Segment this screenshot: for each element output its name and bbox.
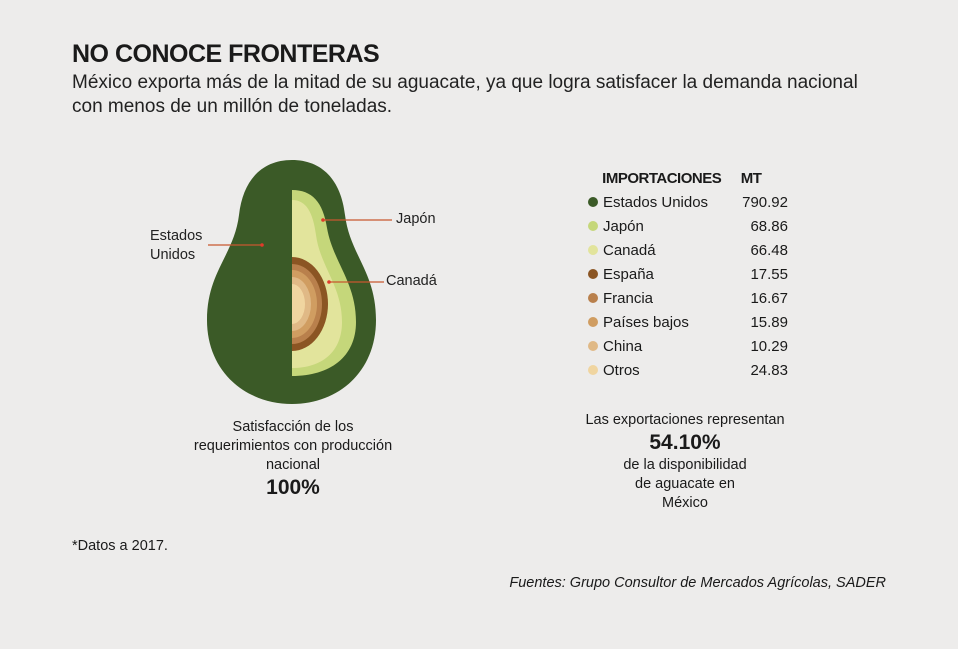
export-note-text2: de la disponibilidad de aguacate en Méxi… bbox=[623, 457, 747, 511]
country-name: Otros bbox=[603, 361, 640, 379]
import-value: 24.83 bbox=[750, 361, 788, 379]
source: Fuentes: Grupo Consultor de Mercados Agr… bbox=[509, 575, 886, 591]
subtitle: México exporta más de la mitad de su agu… bbox=[72, 72, 858, 117]
table-row: España 17.55 bbox=[588, 262, 788, 286]
import-value: 790.92 bbox=[742, 193, 788, 211]
header-importaciones: IMPORTACIONES bbox=[602, 169, 722, 187]
country-name: Estados Unidos bbox=[603, 193, 709, 211]
legend-dot bbox=[588, 293, 598, 303]
import-value: 17.55 bbox=[750, 265, 788, 283]
import-value: 66.48 bbox=[750, 241, 788, 259]
import-value: 16.67 bbox=[750, 289, 788, 307]
table-header: IMPORTACIONES MT bbox=[588, 166, 788, 190]
country-name: Francia bbox=[603, 289, 654, 307]
legend-dot bbox=[588, 197, 598, 207]
country-name: España bbox=[603, 265, 654, 283]
country-name: China bbox=[603, 337, 643, 355]
label-japon: Japón bbox=[396, 211, 436, 227]
country-name: Japón bbox=[603, 217, 644, 235]
import-value: 68.86 bbox=[750, 217, 788, 235]
table-row: Japón 68.86 bbox=[588, 214, 788, 238]
import-value: 15.89 bbox=[750, 313, 788, 331]
export-percentage: 54.10% bbox=[649, 431, 721, 454]
legend-dot bbox=[588, 341, 598, 351]
legend-dot bbox=[588, 269, 598, 279]
legend-dot bbox=[588, 317, 598, 327]
import-value: 10.29 bbox=[750, 337, 788, 355]
imports-table: IMPORTACIONES MT Estados Unidos 790.92 Jap… bbox=[588, 166, 788, 382]
label-canada: Canadá bbox=[386, 273, 437, 289]
title: NO CONOCE FRONTERAS bbox=[72, 40, 380, 68]
table-row: China 10.29 bbox=[588, 334, 788, 358]
table-row: Países bajos 15.89 bbox=[588, 310, 788, 334]
legend-dot bbox=[588, 245, 598, 255]
table-row: Francia 16.67 bbox=[588, 286, 788, 310]
label-estados-unidos: Estados Unidos bbox=[150, 228, 203, 263]
export-note: Las exportaciones representan 54.10% de … bbox=[570, 411, 800, 513]
legend-dot bbox=[588, 221, 598, 231]
country-name: Canadá bbox=[603, 241, 656, 259]
footnote: *Datos a 2017. bbox=[72, 538, 168, 554]
domestic-note: Satisfacción de los requerimientos con p… bbox=[193, 418, 393, 501]
country-name: Países bajos bbox=[603, 313, 689, 331]
header-mt: MT bbox=[740, 169, 762, 187]
legend-dot bbox=[588, 365, 598, 375]
table-row: Canadá 66.48 bbox=[588, 238, 788, 262]
domestic-percentage: 100% bbox=[266, 476, 320, 499]
table-row: Estados Unidos 790.92 bbox=[588, 190, 788, 214]
export-note-text1: Las exportaciones representan bbox=[585, 412, 785, 428]
table-row: Otros 24.83 bbox=[588, 358, 788, 382]
domestic-note-text: Satisfacción de los requerimientos con p… bbox=[193, 419, 393, 473]
